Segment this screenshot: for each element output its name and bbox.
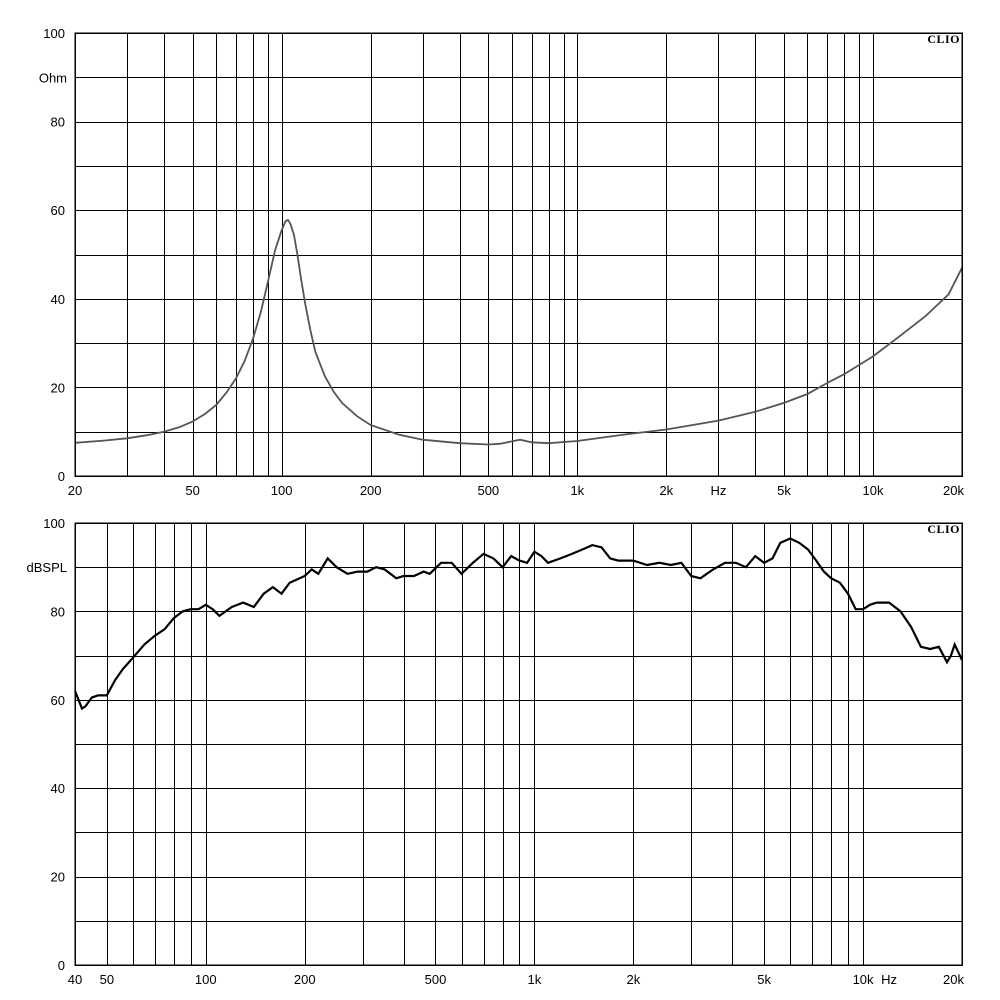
spl-y-tick-label: 60 [51, 693, 65, 708]
impedance-y-tick-label: 60 [51, 203, 65, 218]
spl-x-tick-label: 50 [100, 972, 114, 987]
spl-y-tick-label: 100 [43, 516, 65, 531]
impedance-grid [75, 33, 962, 476]
spl-clio-logo: CLIO [927, 522, 960, 536]
spl-y-tick-label: 0 [58, 958, 65, 973]
spl-plot-frame [74, 522, 963, 966]
impedance-y-tick-label: 80 [51, 115, 65, 130]
impedance-x-tick-labels: 20 50 100 200 500 1k 2k 5k 10k 20k [68, 483, 965, 498]
impedance-y-tick-label: 20 [51, 380, 65, 395]
spl-y-tick-label: 80 [51, 604, 65, 619]
spl-x-tick-label: 1k [528, 972, 542, 987]
impedance-x-tick-label: 100 [271, 483, 293, 498]
impedance-x-tick-label: 1k [570, 483, 584, 498]
spl-x-unit-label: Hz [881, 972, 897, 987]
spl-chart: 0 20 40 60 80 100 40 50 100 200 500 1k 2k 5k 10k 20k d… [27, 516, 965, 987]
impedance-x-tick-label: 200 [360, 483, 382, 498]
spl-y-tick-label: 40 [51, 781, 65, 796]
spl-x-tick-label: 5k [757, 972, 771, 987]
impedance-x-tick-label: 500 [477, 483, 499, 498]
spl-x-tick-label: 500 [425, 972, 447, 987]
spl-x-tick-labels: 40 50 100 200 500 1k 2k 5k 10k 20k [68, 972, 965, 987]
spl-x-tick-label: 200 [294, 972, 316, 987]
spl-x-tick-label: 100 [195, 972, 217, 987]
spl-x-tick-label: 40 [68, 972, 82, 987]
impedance-x-tick-label: 20k [943, 483, 964, 498]
impedance-y-unit-label: Ohm [39, 70, 67, 85]
impedance-clio-logo: CLIO [927, 32, 960, 46]
spl-y-tick-labels: 0 20 40 60 80 100 [43, 516, 65, 973]
spl-grid [75, 523, 962, 965]
spl-curve [73, 537, 963, 711]
spl-x-tick-label: 2k [626, 972, 640, 987]
impedance-plot-frame [74, 32, 963, 477]
impedance-x-tick-label: 5k [777, 483, 791, 498]
impedance-y-tick-labels: 0 20 40 60 80 100 [43, 26, 65, 484]
impedance-x-tick-label: 10k [863, 483, 884, 498]
spl-x-tick-label: 20k [943, 972, 964, 987]
spl-x-tick-label: 10k [853, 972, 874, 987]
impedance-x-tick-label: 50 [185, 483, 199, 498]
impedance-x-tick-label: 20 [68, 483, 82, 498]
impedance-y-tick-label: 40 [51, 292, 65, 307]
impedance-x-tick-label: 2k [659, 483, 673, 498]
spl-y-unit-label: dBSPL [27, 560, 67, 575]
impedance-curve [74, 218, 963, 446]
spl-y-tick-label: 20 [51, 870, 65, 885]
impedance-x-unit-label: Hz [710, 483, 726, 498]
impedance-y-tick-label: 100 [43, 26, 65, 41]
impedance-y-tick-label: 0 [58, 469, 65, 484]
